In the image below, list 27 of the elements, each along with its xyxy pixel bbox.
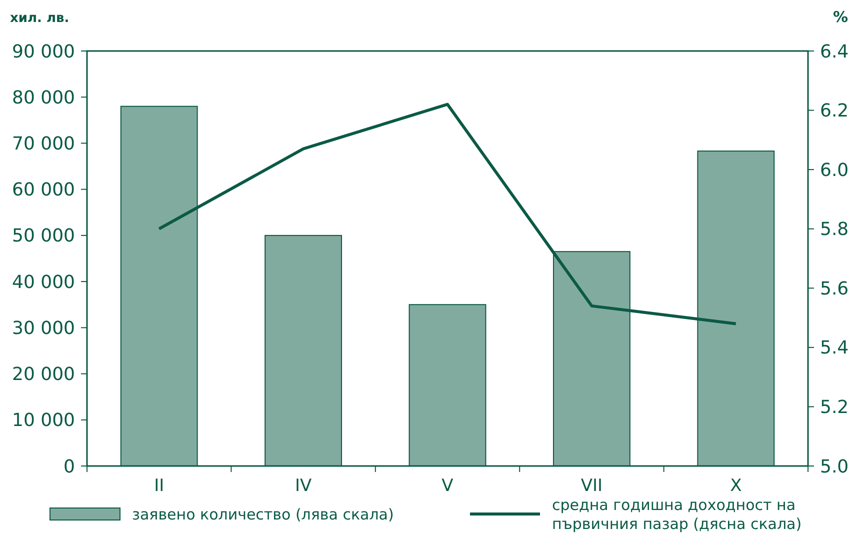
y-tick-label: 10 000	[12, 410, 75, 432]
y-tick-label: 50 000	[12, 226, 75, 247]
y-tick-label: 80 000	[12, 87, 75, 108]
x-tick-label: VII	[580, 476, 603, 496]
y-tick-label: 20 000	[12, 364, 75, 386]
x-tick-label: II	[154, 476, 164, 496]
y-axis-title: хил. лв.	[10, 11, 70, 26]
y2-tick-label: 6.2	[820, 100, 849, 122]
y2-tick-label: 5.6	[820, 278, 849, 300]
y-tick-label: 70 000	[12, 134, 75, 155]
x-tick-label: V	[442, 476, 454, 496]
y2-tick-label: 6.4	[820, 41, 849, 62]
x-tick-label: X	[730, 476, 742, 496]
y-tick-label: 0	[64, 456, 75, 478]
y-tick-label: 40 000	[12, 272, 75, 293]
y2-tick-label: 5.8	[820, 219, 849, 240]
y2-tick-label: 6.0	[820, 160, 849, 181]
y2-tick-label: 5.2	[820, 397, 849, 418]
y-tick-label: 90 000	[12, 41, 75, 62]
y2-tick-label: 5.4	[820, 338, 849, 359]
legend-label: заявено количество (лява скала)	[132, 505, 394, 524]
y-tick-label: 60 000	[12, 180, 75, 201]
legend-label: средна годишна доходност на първичния пазар (дясна скала)	[552, 496, 802, 533]
y2-axis-title: %	[832, 8, 848, 26]
y2-tick-label: 5.0	[820, 456, 849, 478]
x-tick-label: IV	[294, 476, 312, 496]
y-tick-label: 30 000	[12, 318, 75, 339]
